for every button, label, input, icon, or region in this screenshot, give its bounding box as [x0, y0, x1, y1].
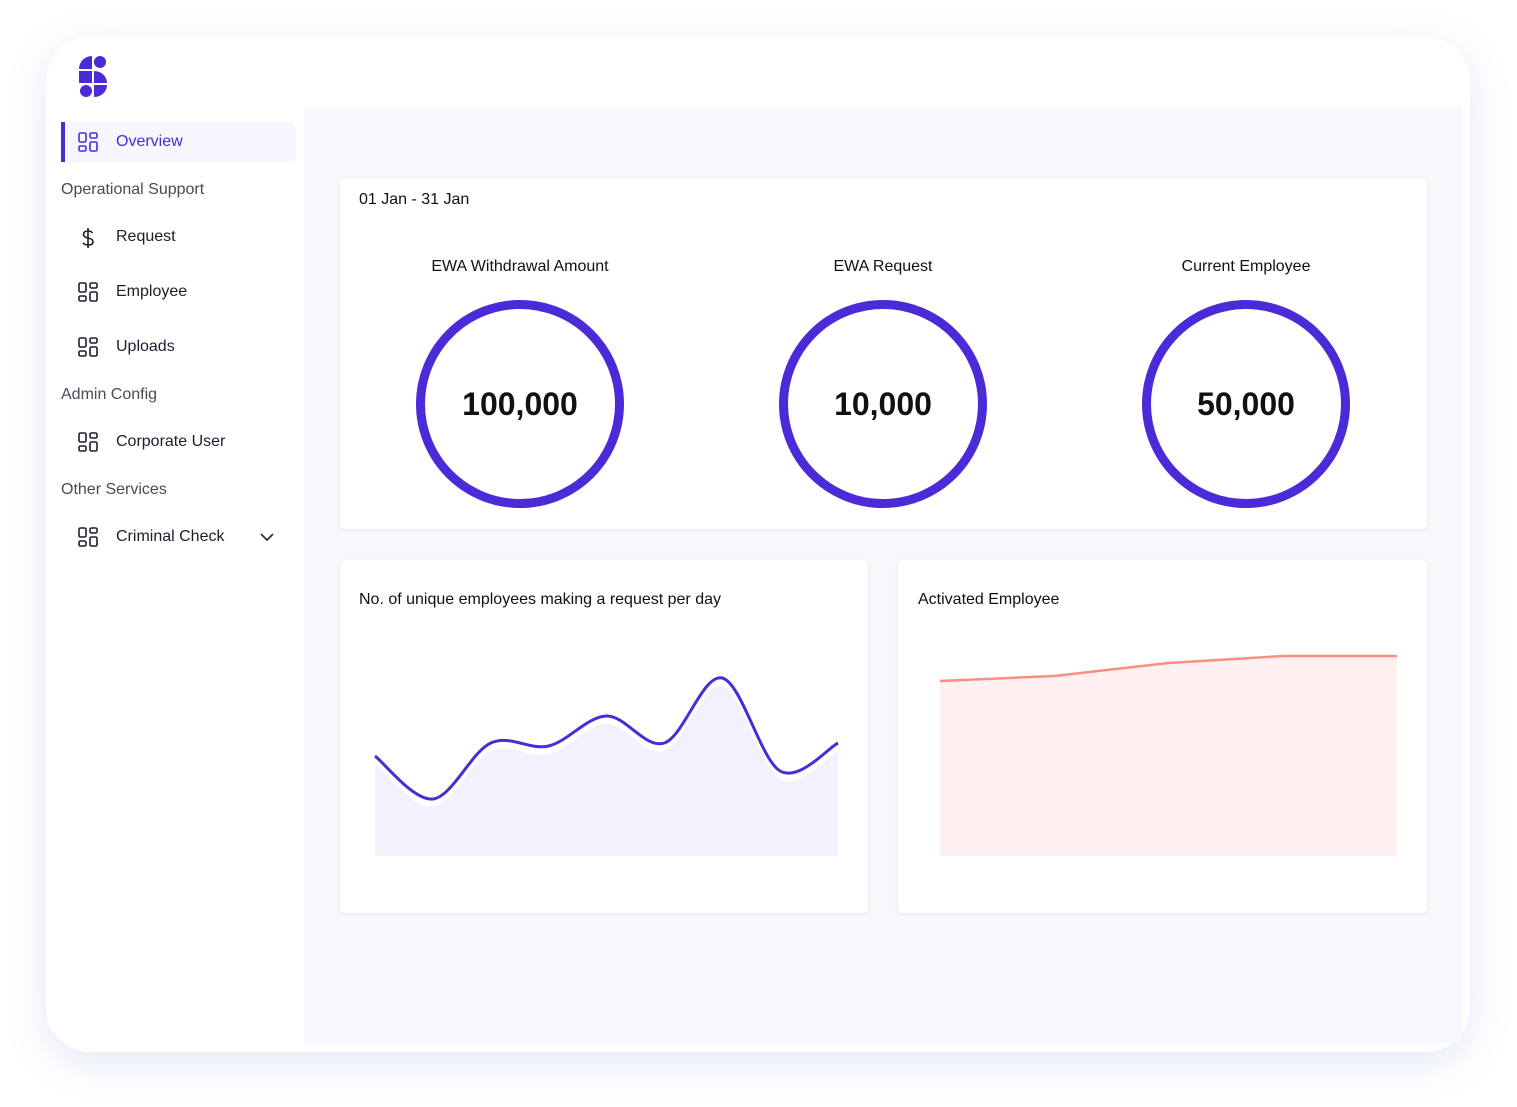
stat-value: 100,000 [416, 300, 624, 508]
sidebar-item-employee[interactable]: Employee [61, 272, 296, 312]
grid-icon [78, 132, 98, 152]
chart-title: Activated Employee [918, 591, 1060, 608]
sidebar-section-label: Operational Support [61, 181, 205, 198]
activated-chart-card: Activated Employee [898, 560, 1427, 913]
sidebar-section-label: Admin Config [61, 386, 158, 403]
stat-label: EWA Request [833, 258, 933, 275]
chart-line [939, 654, 1397, 683]
sidebar-item-criminal-check[interactable]: Criminal Check [61, 517, 296, 557]
grid-icon [78, 282, 98, 302]
stat-ewa-request: EWA Request 10,000 [753, 258, 1013, 508]
sidebar-section-label: Other Services [61, 481, 167, 498]
sidebar-item-corporate-user[interactable]: Corporate User [61, 422, 296, 462]
stat-withdrawal-amount: EWA Withdrawal Amount 100,000 [390, 258, 650, 508]
chart-title: No. of unique employees making a request… [359, 591, 721, 608]
sidebar-item-label: Request [116, 228, 176, 245]
chart-line [374, 676, 839, 801]
sidebar-item-request[interactable]: Request [61, 217, 296, 257]
logo [79, 56, 107, 97]
sidebar-item-label: Uploads [116, 338, 175, 355]
sidebar-item-label: Criminal Check [116, 528, 225, 545]
dollar-icon [78, 227, 98, 248]
sidebar-item-uploads[interactable]: Uploads [61, 327, 296, 367]
stat-label: Current Employee [1181, 258, 1311, 275]
sidebar-item-label: Corporate User [116, 433, 226, 450]
requests-chart-card: No. of unique employees making a request… [340, 560, 868, 913]
sidebar-item-overview[interactable]: Overview [61, 122, 296, 162]
stat-label: EWA Withdrawal Amount [431, 258, 609, 275]
grid-icon [78, 527, 98, 547]
chevron-down-icon[interactable] [259, 529, 275, 545]
requests-chart [374, 676, 839, 856]
stat-value: 50,000 [1142, 300, 1350, 508]
stat-value: 10,000 [779, 300, 987, 508]
date-range[interactable]: 01 Jan - 31 Jan [359, 191, 470, 208]
sidebar-item-label: Employee [116, 283, 188, 300]
chart-area [940, 656, 1397, 856]
summary-card: 01 Jan - 31 Jan EWA Withdrawal Amount 10… [340, 178, 1427, 529]
grid-icon [78, 337, 98, 357]
grid-icon [78, 432, 98, 452]
stat-current-employee: Current Employee 50,000 [1116, 258, 1376, 508]
activated-chart [939, 654, 1397, 856]
chart-area [375, 685, 838, 856]
sidebar-item-label: Overview [116, 133, 183, 150]
